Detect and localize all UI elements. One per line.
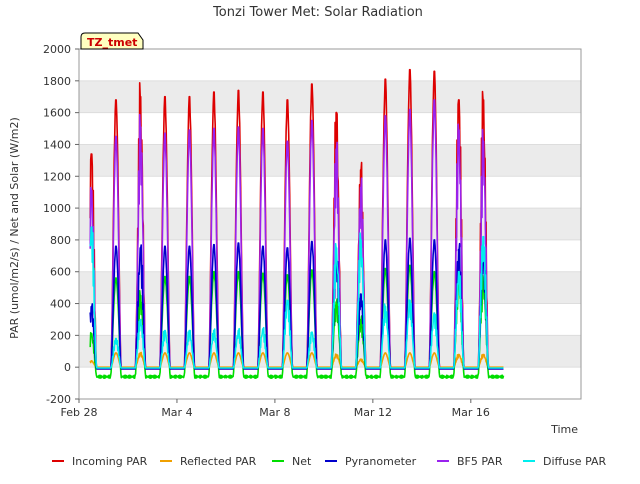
y-axis: -200 0 200 400 600 800 1000 1200 1400 1600 1800 200…	[43, 43, 79, 406]
series-line-diffuse	[89, 226, 504, 369]
legend-label: Diffuse PAR	[543, 455, 607, 468]
y-tick-label: 0	[64, 361, 71, 374]
legend-item-bf5: BF5 PAR	[437, 455, 503, 468]
plot-frame	[78, 48, 582, 400]
legend-item-pyranometer: Pyranometer	[325, 455, 417, 468]
series-layer	[89, 68, 505, 379]
y-tick-label: 1200	[43, 170, 71, 183]
y-tick-label: 1400	[43, 138, 71, 151]
x-tick-label: Mar 16	[452, 406, 490, 419]
series-line-net	[89, 264, 505, 379]
y-tick-label: -200	[46, 393, 71, 406]
y-tick-label: 2000	[43, 43, 71, 56]
grid-band	[79, 335, 581, 368]
x-tick-label: Mar 8	[259, 406, 290, 419]
grid-band	[79, 80, 581, 113]
x-tick-label: Mar 12	[354, 406, 392, 419]
x-axis: Feb 28 Mar 4 Mar 8 Mar 12 Mar 16	[61, 399, 490, 419]
legend-item-reflected: Reflected PAR	[160, 455, 257, 468]
y-tick-label: 800	[50, 234, 71, 247]
legend: Incoming PAR Reflected PAR Net Pyranometer B…	[52, 455, 607, 468]
y-axis-label: PAR (umol/m2/s) / Net and Solar (W/m2)	[8, 117, 21, 339]
y-tick-label: 1800	[43, 75, 71, 88]
y-tick-label: 1600	[43, 107, 71, 120]
y-tick-label: 400	[50, 298, 71, 311]
grid-bands	[79, 49, 581, 399]
grid-band	[79, 208, 581, 240]
x-tick-label: Mar 4	[161, 406, 192, 419]
legend-item-net: Net	[272, 455, 312, 468]
grid-band	[79, 271, 581, 304]
legend-label: Net	[292, 455, 312, 468]
legend-label: Reflected PAR	[180, 455, 257, 468]
chart-title: Tonzi Tower Met: Solar Radiation	[212, 5, 423, 20]
legend-label: Pyranometer	[345, 455, 417, 468]
grid-band	[79, 144, 581, 177]
legend-item-diffuse: Diffuse PAR	[523, 455, 607, 468]
y-tick-label: 1000	[43, 202, 71, 215]
legend-label: Incoming PAR	[72, 455, 148, 468]
legend-label: BF5 PAR	[457, 455, 503, 468]
site-label-box: TZ_tmet	[80, 32, 144, 50]
site-label: TZ_tmet	[87, 36, 137, 49]
x-axis-label: Time	[550, 423, 578, 436]
legend-item-incoming: Incoming PAR	[52, 455, 148, 468]
x-tick-label: Feb 28	[61, 406, 98, 419]
y-tick-label: 600	[50, 266, 71, 279]
y-tick-label: 200	[50, 329, 71, 342]
